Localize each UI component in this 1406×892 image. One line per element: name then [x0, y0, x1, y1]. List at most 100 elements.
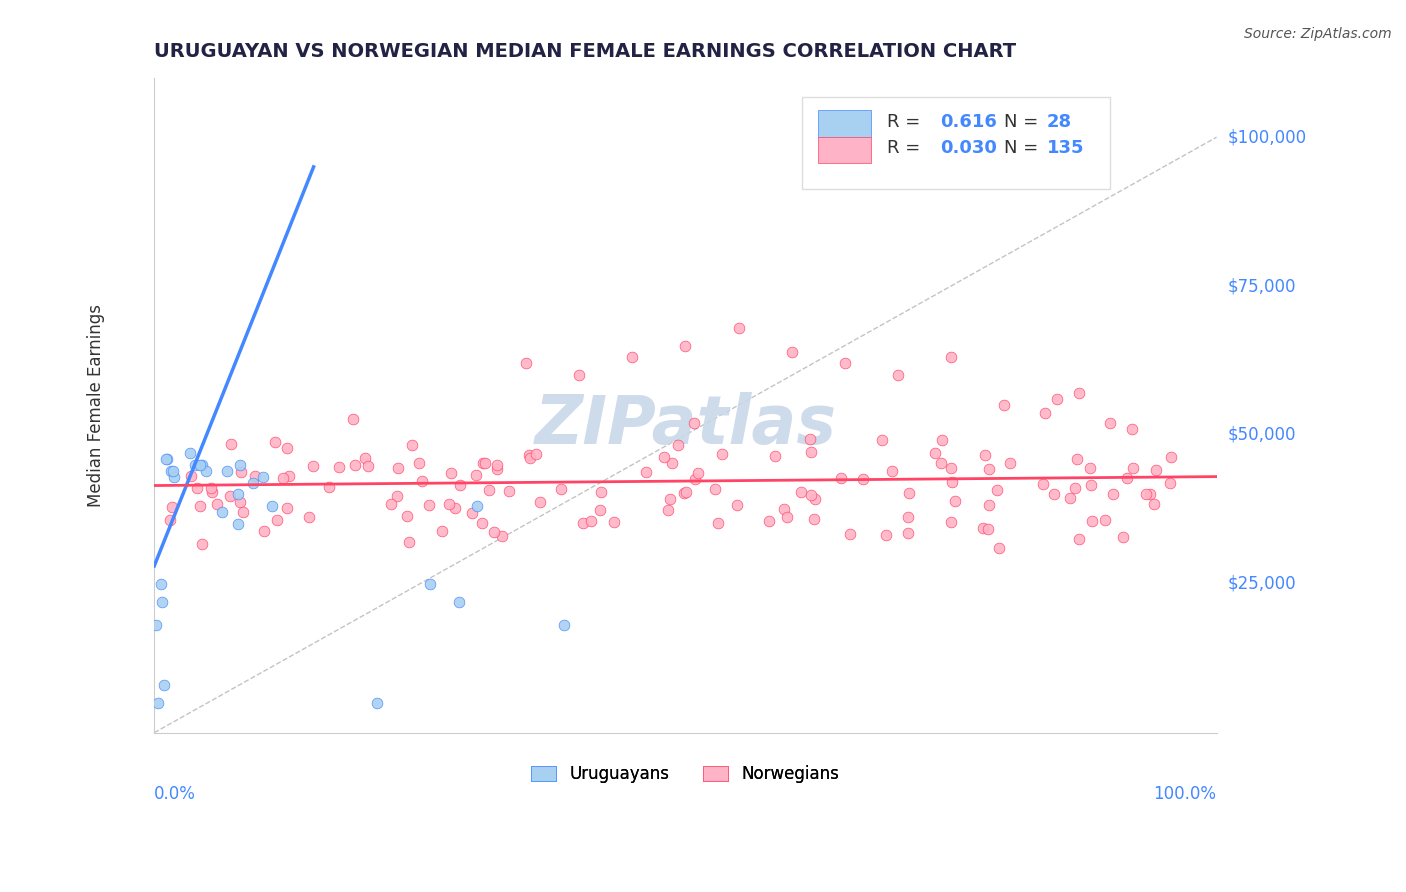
- Point: [973, 448, 995, 462]
- Point: [150, 595, 173, 609]
- Point: [276, 441, 298, 455]
- Point: [572, 516, 595, 530]
- Point: [411, 475, 433, 489]
- Point: [1059, 491, 1081, 505]
- Point: [589, 503, 612, 517]
- Text: $25,000: $25,000: [1227, 574, 1296, 593]
- Text: Source: ZipAtlas.com: Source: ZipAtlas.com: [1244, 27, 1392, 41]
- Point: [804, 491, 827, 506]
- Point: [977, 522, 1000, 536]
- Point: [478, 483, 501, 497]
- Point: [519, 451, 541, 466]
- Point: [242, 475, 264, 490]
- Point: [887, 368, 910, 383]
- Point: [875, 528, 897, 542]
- Text: $75,000: $75,000: [1227, 277, 1296, 295]
- Point: [636, 466, 658, 480]
- Point: [621, 351, 644, 365]
- Point: [232, 506, 254, 520]
- Point: [666, 438, 689, 452]
- Point: [830, 471, 852, 485]
- Point: [929, 456, 952, 470]
- Point: [190, 458, 212, 472]
- Point: [464, 468, 486, 483]
- Point: [1080, 461, 1102, 475]
- Point: [897, 486, 920, 500]
- Point: [1081, 514, 1104, 528]
- Point: [727, 320, 749, 334]
- Text: Median Female Earnings: Median Female Earnings: [87, 303, 105, 507]
- Point: [711, 447, 734, 461]
- Point: [328, 460, 350, 475]
- Point: [211, 505, 233, 519]
- Point: [262, 500, 284, 514]
- Point: [652, 450, 675, 464]
- Point: [870, 433, 893, 447]
- Point: [160, 464, 183, 478]
- Point: [430, 524, 453, 538]
- Point: [524, 447, 547, 461]
- Point: [278, 469, 301, 483]
- Text: 100.0%: 100.0%: [1153, 785, 1216, 803]
- Point: [163, 469, 186, 483]
- Point: [550, 483, 572, 497]
- Point: [491, 529, 513, 543]
- Point: [148, 696, 170, 710]
- Point: [437, 497, 460, 511]
- Point: [264, 434, 287, 449]
- Point: [703, 482, 725, 496]
- Point: [498, 483, 520, 498]
- Point: [773, 502, 796, 516]
- Point: [803, 511, 825, 525]
- Point: [673, 338, 696, 352]
- Point: [229, 494, 252, 508]
- Point: [153, 678, 176, 692]
- Point: [1143, 497, 1166, 511]
- Text: URUGUAYAN VS NORWEGIAN MEDIAN FEMALE EARNINGS CORRELATION CHART: URUGUAYAN VS NORWEGIAN MEDIAN FEMALE EAR…: [155, 42, 1017, 61]
- Point: [1159, 476, 1181, 491]
- Point: [356, 459, 378, 474]
- Point: [186, 481, 208, 495]
- Point: [226, 487, 249, 501]
- Point: [447, 595, 470, 609]
- Point: [380, 498, 402, 512]
- Point: [180, 468, 202, 483]
- Point: [661, 456, 683, 470]
- Point: [685, 472, 707, 486]
- Point: [993, 398, 1015, 412]
- Point: [207, 498, 229, 512]
- Point: [1099, 416, 1122, 430]
- Point: [1121, 422, 1143, 436]
- Point: [1139, 487, 1161, 501]
- Point: [471, 456, 494, 470]
- Point: [444, 500, 467, 515]
- Point: [568, 368, 591, 383]
- Point: [897, 510, 920, 524]
- Point: [1032, 476, 1054, 491]
- Point: [998, 456, 1021, 470]
- Point: [1160, 450, 1182, 464]
- Point: [931, 433, 953, 447]
- Point: [229, 465, 252, 479]
- Point: [162, 464, 184, 478]
- Point: [941, 475, 963, 489]
- Point: [179, 446, 201, 460]
- Point: [800, 488, 823, 502]
- Point: [271, 471, 294, 485]
- Point: [972, 521, 994, 535]
- FancyBboxPatch shape: [818, 111, 872, 136]
- Text: $50,000: $50,000: [1227, 425, 1296, 444]
- Point: [941, 461, 963, 475]
- FancyBboxPatch shape: [818, 136, 872, 162]
- Point: [1102, 487, 1125, 501]
- Point: [945, 493, 967, 508]
- Point: [1112, 530, 1135, 544]
- Point: [474, 456, 496, 470]
- Point: [218, 488, 240, 502]
- Point: [517, 448, 540, 462]
- Point: [1094, 513, 1116, 527]
- Point: [485, 462, 508, 476]
- Text: R =: R =: [887, 113, 921, 131]
- Point: [672, 486, 695, 500]
- Point: [1033, 406, 1056, 420]
